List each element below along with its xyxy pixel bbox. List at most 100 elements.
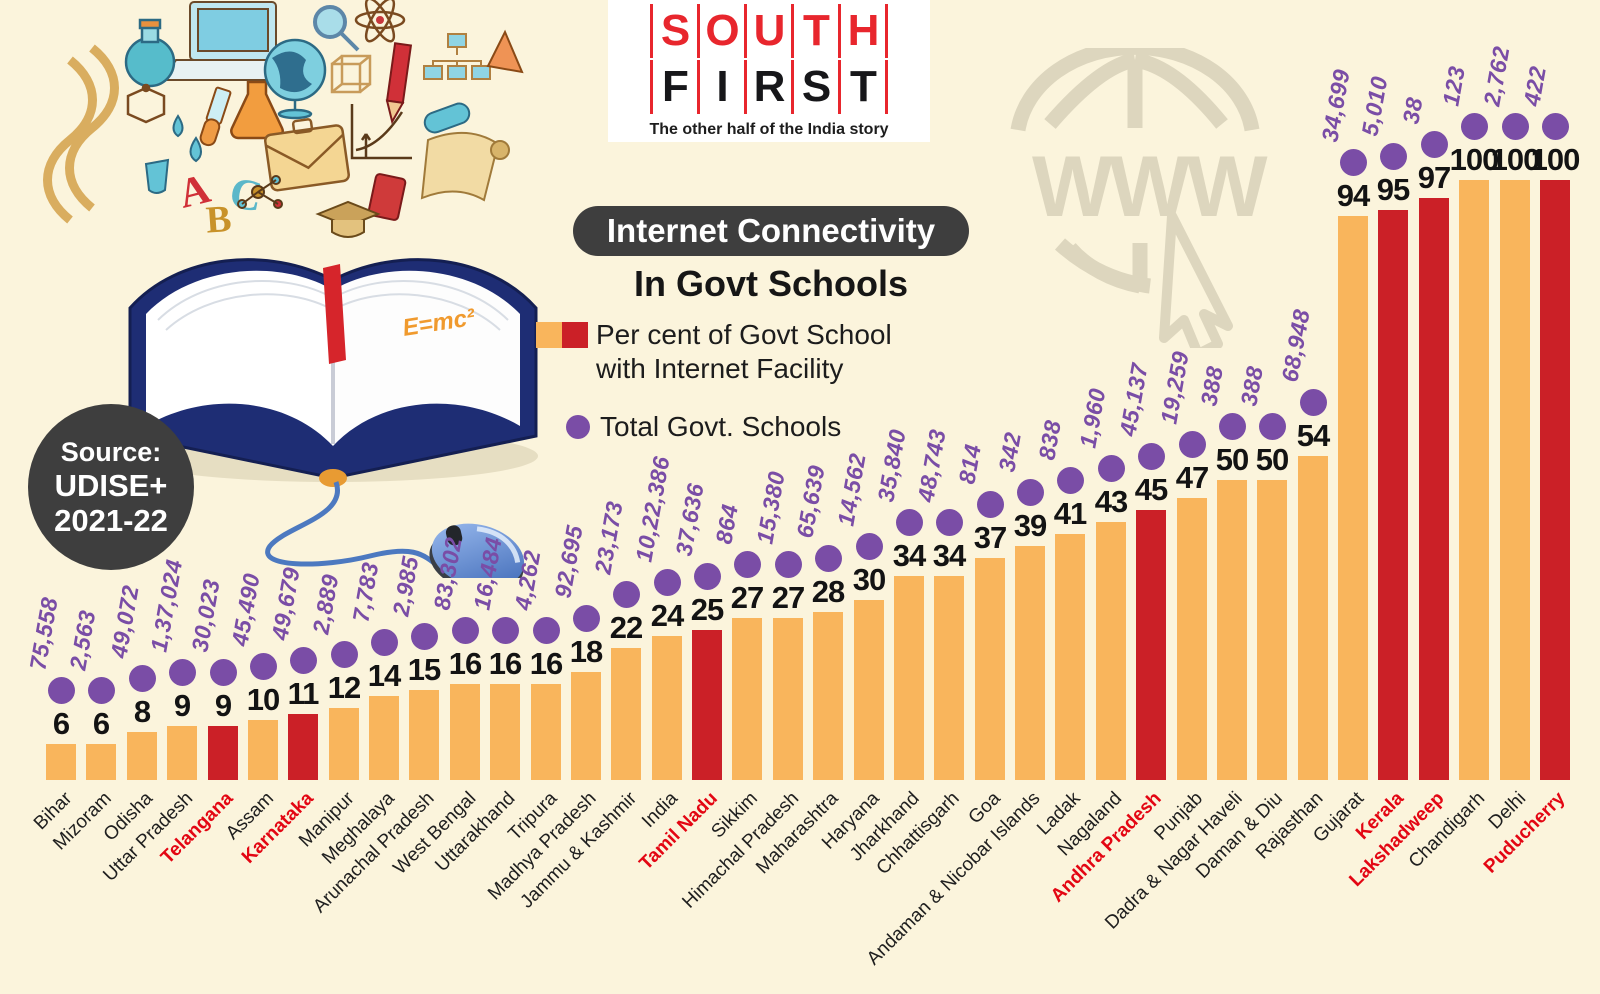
bar-meghalaya [369,696,399,780]
percent-label: 28 [811,574,845,609]
legend-purple-dot [566,415,590,439]
mouse-cord [265,481,442,570]
chart-title: Internet Connectivity [606,212,936,249]
total-schools-dot [896,509,923,536]
total-schools-dot [654,569,681,596]
bar-lakshadweep [1419,198,1449,780]
total-schools-dot [1380,143,1407,170]
logo-letter: T [803,6,830,55]
bar-uttarakhand [490,684,520,780]
percent-label: 50 [1255,442,1289,477]
percent-label: 27 [771,580,805,615]
laptop-doodle [160,1,306,81]
bar-andhra-pradesh [1136,510,1166,780]
percent-label: 100 [1490,142,1541,177]
logo-letter: U [753,6,786,55]
logo-separator [838,60,841,114]
dna-doodle [43,44,119,224]
percent-label: 45 [1134,472,1168,507]
cube-doodle [330,54,372,94]
logo-letter: S [801,62,831,111]
percent-label: 25 [690,592,724,627]
total-schools-label: 75,558 [24,595,63,672]
total-schools-label: 38 [1397,95,1428,126]
drops-doodle [172,114,202,163]
total-schools-dot [573,605,600,632]
total-schools-label: 30,023 [186,577,225,654]
percent-label: 18 [569,634,603,669]
pyramid-doodle [486,29,524,74]
percent-label: 15 [407,652,441,687]
total-schools-label: 45,137 [1114,361,1153,438]
total-schools-label: 123 [1437,64,1470,108]
total-schools-label: 814 [953,442,986,486]
www-globe-icon: WWW [1010,48,1272,348]
total-schools-dot [371,629,398,656]
flask-doodle [124,18,176,88]
bar-manipur [329,708,359,780]
logo-letter: F [662,62,689,111]
percent-label: 16 [448,646,482,681]
bar-maharashtra [813,612,843,780]
bar-nagaland [1096,522,1126,780]
total-schools-dot [331,641,358,668]
bar-telangana [208,726,238,780]
percent-label: 16 [529,646,563,681]
total-schools-dot [734,551,761,578]
total-schools-dot [1502,113,1529,140]
total-schools-dot [1017,479,1044,506]
svg-text:B: B [205,198,233,242]
graph-doodle [350,104,412,160]
bar-himachal-pradesh [773,618,803,780]
percent-label: 47 [1175,460,1209,495]
magnifier-doodle [313,5,360,52]
percent-label: 37 [973,520,1007,555]
percent-label: 16 [488,646,522,681]
total-schools-dot [1542,113,1569,140]
percent-label: 27 [730,580,764,615]
total-schools-dot [1300,389,1327,416]
bar-goa [975,558,1005,780]
total-schools-label: 342 [993,430,1026,474]
source-label: Source: [60,436,162,467]
total-schools-label: 49,679 [266,565,305,642]
percent-label: 34 [932,538,966,573]
logo-separator [744,60,747,114]
svg-text:WWW: WWW [1032,139,1268,235]
logo-separator [650,60,653,114]
total-schools-dot [250,653,277,680]
bar-chhattisgarh [934,576,964,780]
total-schools-label: 14,562 [832,451,871,528]
total-schools-label: 15,380 [751,469,790,546]
total-schools-label: 49,072 [105,583,144,660]
percent-label: 9 [173,688,191,723]
total-schools-dot [1421,131,1448,158]
percent-label: 8 [133,694,151,729]
percent-label: 11 [287,676,320,711]
total-schools-label: 19,259 [1155,349,1194,426]
legend-red-swatch [562,322,588,348]
total-schools-dot [1219,413,1246,440]
bar-rajasthan [1298,456,1328,780]
logo-letter: O [705,6,739,55]
total-schools-dot [48,677,75,704]
logo-separator [697,4,700,58]
bar-gujarat [1338,216,1368,780]
bar-madhya-pradesh [571,672,601,780]
percent-label: 41 [1053,496,1087,531]
bar-chandigarh [1459,180,1489,780]
bar-ladak [1055,534,1085,780]
logo-separator [697,60,700,114]
red-book-doodle [367,173,407,221]
total-schools-label: 838 [1033,418,1066,462]
percent-label: 100 [1530,142,1581,177]
total-schools-label: 83,302 [428,535,467,612]
bar-india [652,636,682,780]
total-schools-dot [815,545,842,572]
logo-separator [791,60,794,114]
cup-doodle [144,158,170,194]
bar-bihar [46,744,76,780]
total-schools-dot [1138,443,1165,470]
